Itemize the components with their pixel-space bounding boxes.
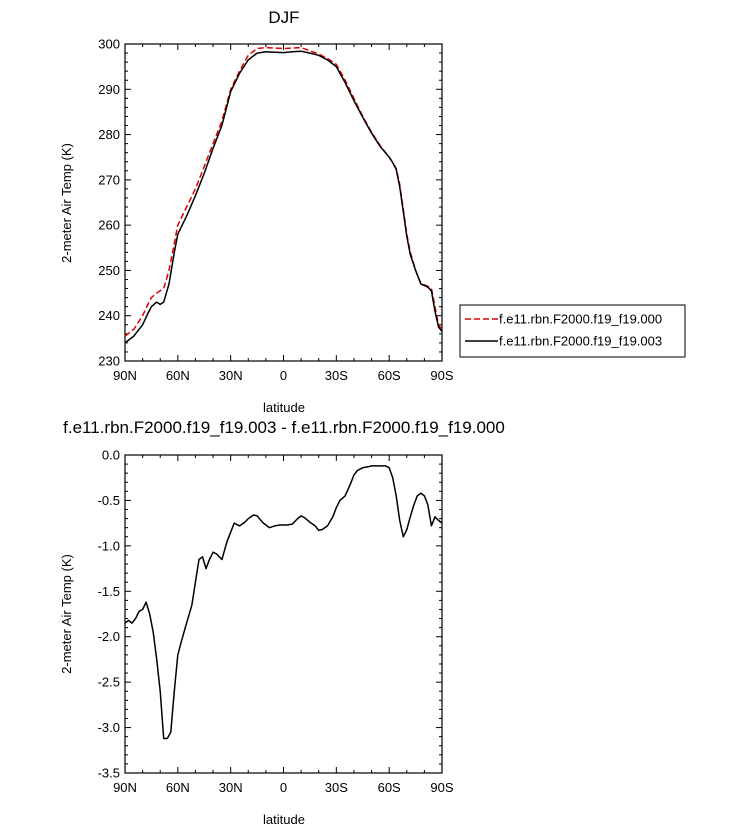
- legend-frame: [459, 304, 686, 358]
- chart-1-x-ticks: 90N 60N 30N 0 30S 60S 90S: [113, 44, 454, 383]
- chart-2-x-ticks: 90N 60N 30N 0 30S 60S 90S: [113, 455, 454, 795]
- chart-2-x-tick-label: 60S: [378, 780, 401, 795]
- chart-1-y-tick-label: 260: [98, 218, 120, 233]
- chart-1-x-axis-label: latitude: [263, 400, 305, 415]
- chart-2: f.e11.rbn.F2000.f19_f19.003 - f.e11.rbn.…: [59, 418, 505, 827]
- legend-label-series-1: f.e11.rbn.F2000.f19_f19.000: [499, 312, 662, 327]
- chart-2-y-tick-label: -3.5: [98, 766, 120, 781]
- chart-2-series-1-line: [124, 465, 443, 740]
- chart-1-y-axis-label: 2-meter Air Temp (K): [59, 143, 74, 263]
- chart-1-x-tick-label: 60S: [378, 368, 401, 383]
- chart-1-plot-frame: [124, 43, 443, 362]
- chart-1-x-tick-label: 60N: [166, 368, 190, 383]
- chart-2-y-tick-label: -2.5: [98, 675, 120, 690]
- chart-1-y-tick-label: 300: [98, 37, 120, 52]
- chart-2-x-tick-label: 30S: [325, 780, 348, 795]
- chart-2-x-tick-label: 60N: [166, 780, 190, 795]
- chart-1-legend: f.e11.rbn.F2000.f19_f19.000 f.e11.rbn.F2…: [459, 304, 686, 358]
- chart-1-x-tick-label: 0: [280, 368, 287, 383]
- chart-2-y-axis-label: 2-meter Air Temp (K): [59, 554, 74, 674]
- chart-1: DJF 90N 60N 30N 0 30S 60S 90S 2302402502602702…: [59, 8, 686, 415]
- chart-1-x-tick-label: 90S: [430, 368, 453, 383]
- chart-1-y-tick-label: 250: [98, 263, 120, 278]
- chart-1-y-tick-label: 290: [98, 82, 120, 97]
- chart-1-series-2-line: [124, 50, 443, 344]
- chart-1-x-tick-label: 90N: [113, 368, 137, 383]
- chart-2-y-tick-label: 0.0: [102, 448, 120, 463]
- chart-2-y-tick-label: -1.0: [98, 538, 120, 553]
- chart-2-series: [124, 465, 443, 740]
- chart-1-y-tick-label: 230: [98, 354, 120, 369]
- chart-2-title: f.e11.rbn.F2000.f19_f19.003 - f.e11.rbn.…: [63, 418, 505, 437]
- chart-1-y-tick-label: 270: [98, 172, 120, 187]
- chart-2-y-tick-label: -3.0: [98, 720, 120, 735]
- chart-2-x-tick-label: 0: [280, 780, 287, 795]
- chart-2-y-tick-label: -0.5: [98, 493, 120, 508]
- chart-1-series-1-line: [124, 46, 443, 337]
- chart-2-y-ticks: -3.5 -3.0 -2.5 -2.0 -1.5 -1.0 -0.5 0.0: [98, 448, 442, 781]
- chart-1-y-ticks: 230 240 250 260 270 280 290 300: [98, 37, 442, 369]
- chart-2-x-tick-label: 90N: [113, 780, 137, 795]
- chart-2-x-tick-label: 90S: [430, 780, 453, 795]
- chart-2-plot-frame: [124, 454, 443, 774]
- legend-label-series-2: f.e11.rbn.F2000.f19_f19.003: [499, 334, 662, 349]
- chart-1-y-tick-label: 240: [98, 308, 120, 323]
- chart-2-x-axis-label: latitude: [263, 812, 305, 827]
- chart-2-x-tick-label: 30N: [219, 780, 243, 795]
- chart-2-y-tick-label: -2.0: [98, 629, 120, 644]
- chart-2-y-tick-label: -1.5: [98, 584, 120, 599]
- chart-1-x-tick-label: 30N: [219, 368, 243, 383]
- chart-1-series: [124, 46, 443, 344]
- chart-1-title: DJF: [268, 8, 299, 27]
- chart-1-y-tick-label: 280: [98, 127, 120, 142]
- chart-1-x-tick-label: 30S: [325, 368, 348, 383]
